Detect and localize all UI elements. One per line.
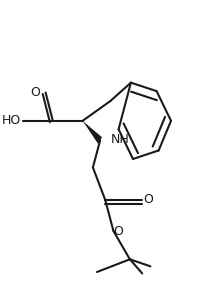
Text: HO: HO xyxy=(2,114,21,127)
Polygon shape xyxy=(83,121,102,144)
Text: NH: NH xyxy=(110,133,129,146)
Text: O: O xyxy=(143,193,153,206)
Text: O: O xyxy=(114,225,124,237)
Text: O: O xyxy=(31,86,40,99)
